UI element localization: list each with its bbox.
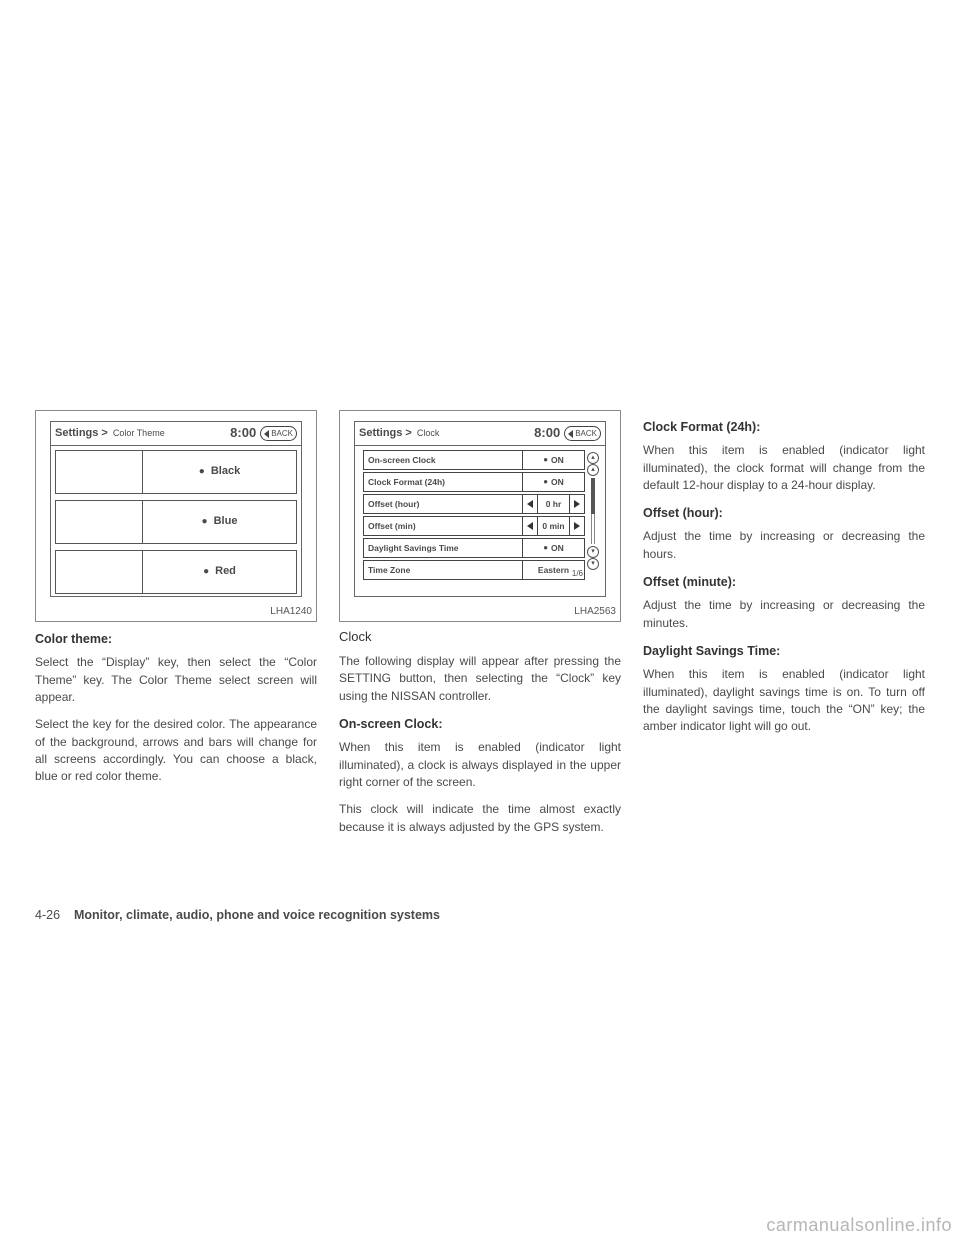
watermark: carmanualsonline.info xyxy=(766,1215,952,1236)
color-label: Blue xyxy=(143,500,297,544)
row-onscreen-clock[interactable]: On-screen Clock ON xyxy=(363,450,585,470)
breadcrumb-root: Settings xyxy=(359,426,402,442)
column-3: Clock Format (24h): When this item is en… xyxy=(643,410,925,846)
row-label: On-screen Clock xyxy=(363,450,523,470)
header-clock: 8:00 BACK xyxy=(534,424,601,443)
scroll-down-button[interactable]: ▾ xyxy=(587,558,599,570)
spinner-offset-min: 0 min xyxy=(523,516,585,536)
body-text: Adjust the time by increasing or decreas… xyxy=(643,528,925,563)
figure-clock: Settings > Clock 8:00 BACK On-screen Clo… xyxy=(339,410,621,622)
increase-button[interactable] xyxy=(570,517,584,535)
scroll-track[interactable] xyxy=(591,478,595,544)
body-text: This clock will indicate the time almost… xyxy=(339,801,621,836)
triangle-right-icon xyxy=(574,522,580,530)
screen-clock: Settings > Clock 8:00 BACK On-screen Clo… xyxy=(354,421,606,597)
scroll-up-alt-button[interactable]: ▴ xyxy=(587,464,599,476)
scroll-thumb xyxy=(591,478,595,514)
figure-label: LHA2563 xyxy=(574,605,616,620)
back-button[interactable]: BACK xyxy=(564,426,601,442)
color-swatch xyxy=(55,500,143,544)
color-item-blue[interactable]: Blue xyxy=(55,500,297,544)
row-label: Clock Format (24h) xyxy=(363,472,523,492)
column-1: Settings > Color Theme 8:00 BACK Black xyxy=(35,410,317,846)
page-indicator: 1/6 xyxy=(572,568,583,580)
body-text: When this item is enabled (indicator lig… xyxy=(643,442,925,494)
decrease-button[interactable] xyxy=(523,517,537,535)
color-label: Black xyxy=(143,450,297,494)
breadcrumb-sub: Clock xyxy=(417,427,440,440)
body-text: When this item is enabled (indicator lig… xyxy=(339,739,621,791)
clock-time: 8:00 xyxy=(230,424,256,443)
triangle-right-icon xyxy=(574,500,580,508)
back-button[interactable]: BACK xyxy=(260,426,297,442)
color-swatch xyxy=(55,550,143,594)
triangle-left-icon xyxy=(527,500,533,508)
color-theme-list: Black Blue Red xyxy=(51,446,301,598)
spinner-offset-hour: 0 hr xyxy=(523,494,585,514)
row-label: Offset (min) xyxy=(363,516,523,536)
scrollbar: ▴ ▴ ▾ ▾ xyxy=(587,452,599,570)
screen-header: Settings > Color Theme 8:00 BACK xyxy=(51,422,301,446)
body-text: Select the key for the desired color. Th… xyxy=(35,716,317,786)
increase-button[interactable] xyxy=(570,495,584,513)
scroll-up-button[interactable]: ▴ xyxy=(587,452,599,464)
decrease-button[interactable] xyxy=(523,495,537,513)
section-title: Monitor, climate, audio, phone and voice… xyxy=(74,908,440,922)
body-text: The following display will appear after … xyxy=(339,653,621,705)
body-text: When this item is enabled (indicator lig… xyxy=(643,666,925,736)
row-offset-hour: Offset (hour) 0 hr xyxy=(363,494,585,514)
row-offset-min: Offset (min) 0 min xyxy=(363,516,585,536)
chevron-icon: > xyxy=(405,426,411,442)
row-timezone[interactable]: Time Zone Eastern xyxy=(363,560,585,580)
heading-clock-format: Clock Format (24h): xyxy=(643,418,925,436)
row-label: Time Zone xyxy=(363,560,523,580)
color-swatch xyxy=(55,450,143,494)
row-label: Offset (hour) xyxy=(363,494,523,514)
heading-clock: Clock xyxy=(339,628,621,647)
page-footer: 4-26 Monitor, climate, audio, phone and … xyxy=(35,908,440,922)
breadcrumb-sub: Color Theme xyxy=(113,427,165,440)
toggle-on[interactable]: ON xyxy=(523,538,585,558)
color-label: Red xyxy=(143,550,297,594)
column-2: Settings > Clock 8:00 BACK On-screen Clo… xyxy=(339,410,621,846)
figure-label: LHA1240 xyxy=(270,605,312,620)
row-dst[interactable]: Daylight Savings Time ON xyxy=(363,538,585,558)
color-item-black[interactable]: Black xyxy=(55,450,297,494)
heading-offset-minute: Offset (minute): xyxy=(643,573,925,591)
clock-time: 8:00 xyxy=(534,424,560,443)
triangle-left-icon xyxy=(527,522,533,530)
spinner-value: 0 hr xyxy=(537,495,570,513)
heading-offset-hour: Offset (hour): xyxy=(643,504,925,522)
chevron-icon: > xyxy=(101,426,107,442)
manual-page: Settings > Color Theme 8:00 BACK Black xyxy=(0,0,960,846)
screen-header: Settings > Clock 8:00 BACK xyxy=(355,422,605,446)
scroll-down-alt-button[interactable]: ▾ xyxy=(587,546,599,558)
body-text: Adjust the time by increasing or decreas… xyxy=(643,597,925,632)
toggle-on[interactable]: ON xyxy=(523,472,585,492)
breadcrumb-root: Settings xyxy=(55,426,98,442)
row-clock-format[interactable]: Clock Format (24h) ON xyxy=(363,472,585,492)
header-clock: 8:00 BACK xyxy=(230,424,297,443)
heading-onscreen-clock: On-screen Clock: xyxy=(339,715,621,733)
spinner-value: 0 min xyxy=(537,517,570,535)
figure-color-theme: Settings > Color Theme 8:00 BACK Black xyxy=(35,410,317,622)
heading-color-theme: Color theme: xyxy=(35,630,317,648)
page-number: 4-26 xyxy=(35,908,60,922)
clock-settings-list: On-screen Clock ON Clock Format (24h) ON… xyxy=(355,446,605,584)
color-item-red[interactable]: Red xyxy=(55,550,297,594)
screen-color-theme: Settings > Color Theme 8:00 BACK Black xyxy=(50,421,302,597)
heading-dst: Daylight Savings Time: xyxy=(643,642,925,660)
body-text: Select the “Display” key, then select th… xyxy=(35,654,317,706)
row-label: Daylight Savings Time xyxy=(363,538,523,558)
toggle-on[interactable]: ON xyxy=(523,450,585,470)
